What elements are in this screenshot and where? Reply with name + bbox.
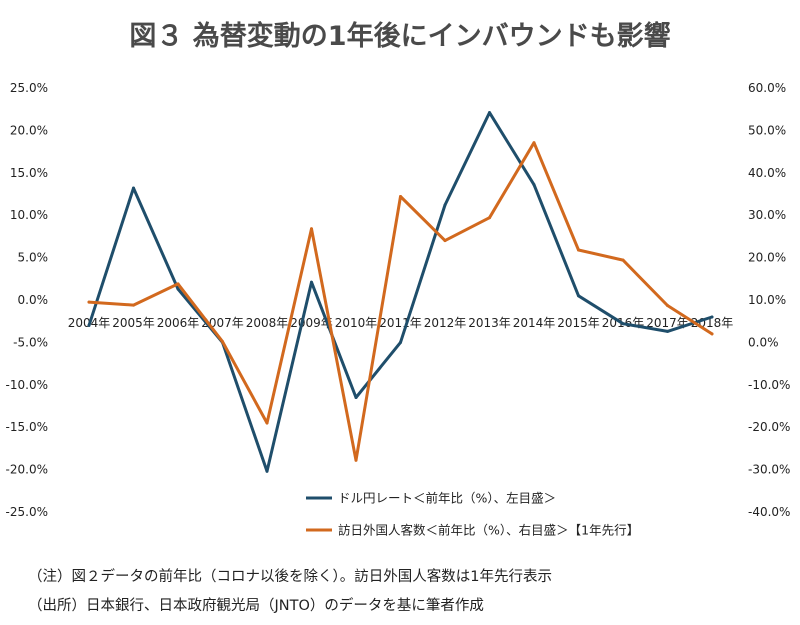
left-tick-label: -15.0% (6, 420, 48, 434)
series-1-point (577, 294, 580, 298)
series-1-point (532, 183, 536, 187)
series-2-point (666, 304, 669, 307)
x-tick-label: 2010年 (335, 316, 378, 330)
series-layer (87, 111, 714, 473)
right-tick-label: 40.0% (748, 166, 786, 180)
series-1-point (399, 340, 402, 344)
x-tick-label: 2013年 (468, 316, 511, 330)
legend-label: ドル円レート＜前年比（%）、左目盛＞ (338, 491, 556, 506)
series-1-point (132, 186, 135, 190)
x-tick-label: 2006年 (157, 316, 200, 330)
series-1-point (710, 315, 714, 319)
series-1-point (488, 111, 491, 115)
series-1-point (666, 329, 669, 333)
left-tick-label: -5.0% (13, 335, 48, 349)
left-axis-ticks: 25.0% 20.0% 15.0% 10.0% 5.0% 0.0% -5.0% -10.0% -… (6, 81, 48, 519)
x-tick-label: 2012年 (424, 316, 467, 330)
series-1-point (265, 469, 269, 473)
x-tick-label: 2008年 (246, 316, 289, 330)
series-2-point (621, 258, 625, 262)
series-2-point (310, 227, 313, 231)
series-2-point (399, 195, 402, 198)
right-tick-label: 60.0% (748, 81, 786, 95)
right-tick-label: 10.0% (748, 293, 786, 307)
chart-title: 図３ 為替変動の1年後にインバウンドも影響 (129, 21, 671, 52)
right-axis-ticks: 60.0% 50.0% 40.0% 30.0% 20.0% 10.0% 0.0% -10.0%… (748, 81, 790, 519)
series-2-point (532, 141, 536, 145)
x-axis-ticks: 2004年 2005年 2006年 2007年 2008年 2009年 2010年 2011年… (68, 316, 734, 330)
series-2-point (265, 421, 269, 425)
left-tick-label: 15.0% (10, 166, 48, 180)
series-1-point (621, 322, 625, 326)
series-2-point (221, 340, 224, 344)
series-1-point (443, 203, 447, 207)
left-tick-label: 25.0% (10, 81, 48, 95)
series-2-point (488, 216, 491, 220)
series-1-point (354, 396, 358, 399)
left-tick-label: 10.0% (10, 208, 48, 222)
series-1-point (87, 323, 91, 327)
right-tick-label: -20.0% (748, 420, 790, 434)
right-tick-label: -30.0% (748, 463, 790, 477)
right-tick-label: 50.0% (748, 123, 786, 137)
series-1-point (176, 287, 180, 291)
x-tick-label: 2011年 (379, 316, 422, 330)
right-tick-label: -10.0% (748, 378, 790, 392)
x-tick-label: 2014年 (513, 316, 556, 330)
series-2-point (132, 303, 135, 307)
series-2-point (354, 458, 358, 462)
series-2-point (443, 239, 447, 243)
right-tick-label: 30.0% (748, 208, 786, 222)
right-tick-label: 20.0% (748, 251, 786, 265)
right-tick-label: 0.0% (748, 335, 779, 349)
series-1-point (310, 280, 313, 284)
left-tick-label: 20.0% (10, 123, 48, 137)
series-2-point (176, 282, 180, 286)
note-line: （注）図２データの前年比（コロナ以後を除く）。訪日外国人客数は1年先行表示 (28, 569, 552, 585)
legend: ドル円レート＜前年比（%）、左目盛＞ 訪日外国人客数＜前年比（%）、右目盛＞【1年… (306, 491, 639, 538)
x-tick-label: 2015年 (557, 316, 600, 330)
x-tick-label: 2005年 (112, 316, 155, 330)
legend-label: 訪日外国人客数＜前年比（%）、右目盛＞【1年先行】 (338, 523, 639, 538)
left-tick-label: 0.0% (18, 293, 49, 307)
source-line: （出所）日本銀行、日本政府観光局（JNTO）のデータを基に筆者作成 (28, 598, 484, 614)
series-2-point (87, 300, 91, 304)
left-tick-label: -20.0% (6, 463, 48, 477)
left-tick-label: -25.0% (6, 505, 48, 519)
right-tick-label: -40.0% (748, 505, 790, 519)
left-tick-label: 5.0% (18, 251, 49, 265)
series-2-point (577, 248, 580, 252)
left-tick-label: -10.0% (6, 378, 48, 392)
series-line-2 (87, 141, 714, 462)
series-2-point (710, 332, 714, 336)
